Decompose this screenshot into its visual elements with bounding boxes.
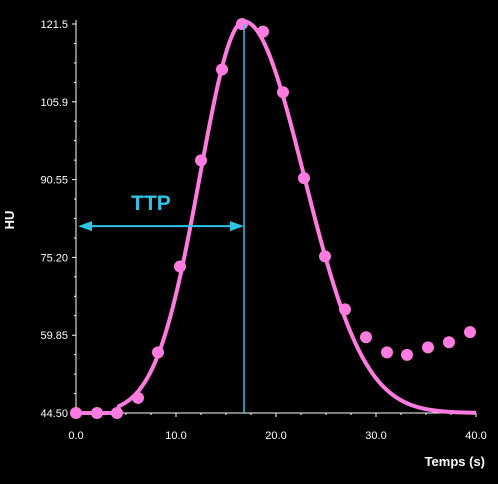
ttp-label: TTP <box>131 192 171 215</box>
y-tick-label: 121.5 <box>40 19 68 31</box>
data-point <box>422 341 434 354</box>
data-point <box>132 391 144 404</box>
data-point <box>443 336 455 349</box>
data-point <box>401 348 413 361</box>
x-tick-label: 40.0 <box>465 430 486 442</box>
y-tick-label: 105.9 <box>40 97 68 109</box>
data-point <box>339 303 351 316</box>
y-tick-labels: 44.50 59.85 75.20 90.55 105.9 121.5 <box>40 19 76 420</box>
x-tick-label: 0.0 <box>68 430 83 442</box>
data-point <box>91 407 103 419</box>
data-point <box>174 260 186 273</box>
data-point <box>236 18 248 30</box>
data-point <box>111 407 123 419</box>
x-tick-label: 20.0 <box>265 430 286 442</box>
ttp-arrowhead-right <box>230 221 244 232</box>
data-point <box>319 250 331 263</box>
data-point <box>277 86 289 99</box>
x-tick-labels: 0.0 10.0 20.0 30.0 40.0 <box>68 413 487 442</box>
data-point <box>381 346 393 359</box>
data-point <box>298 172 310 185</box>
data-points-layer <box>70 18 476 419</box>
fitted-curve-layer <box>75 19 477 415</box>
data-point <box>216 63 228 76</box>
y-tick-label: 75.20 <box>40 252 68 264</box>
y-tick-label: 59.85 <box>40 330 68 342</box>
y-tick-label: 44.50 <box>40 408 68 420</box>
x-tick-label: 10.0 <box>165 430 186 442</box>
data-point <box>195 154 207 167</box>
data-point <box>257 25 269 38</box>
y-tick-label: 90.55 <box>40 175 68 187</box>
x-axis-label: Temps (s) <box>425 454 485 469</box>
data-point <box>464 326 476 339</box>
data-point <box>360 331 372 344</box>
ttp-annotation: TTP <box>78 24 245 413</box>
y-axis-label: HU <box>2 211 17 230</box>
data-point <box>152 346 164 359</box>
fitted-curve <box>75 19 477 415</box>
x-tick-label: 30.0 <box>365 430 386 442</box>
ttp-arrowhead-left <box>78 221 92 232</box>
data-point <box>70 407 82 419</box>
